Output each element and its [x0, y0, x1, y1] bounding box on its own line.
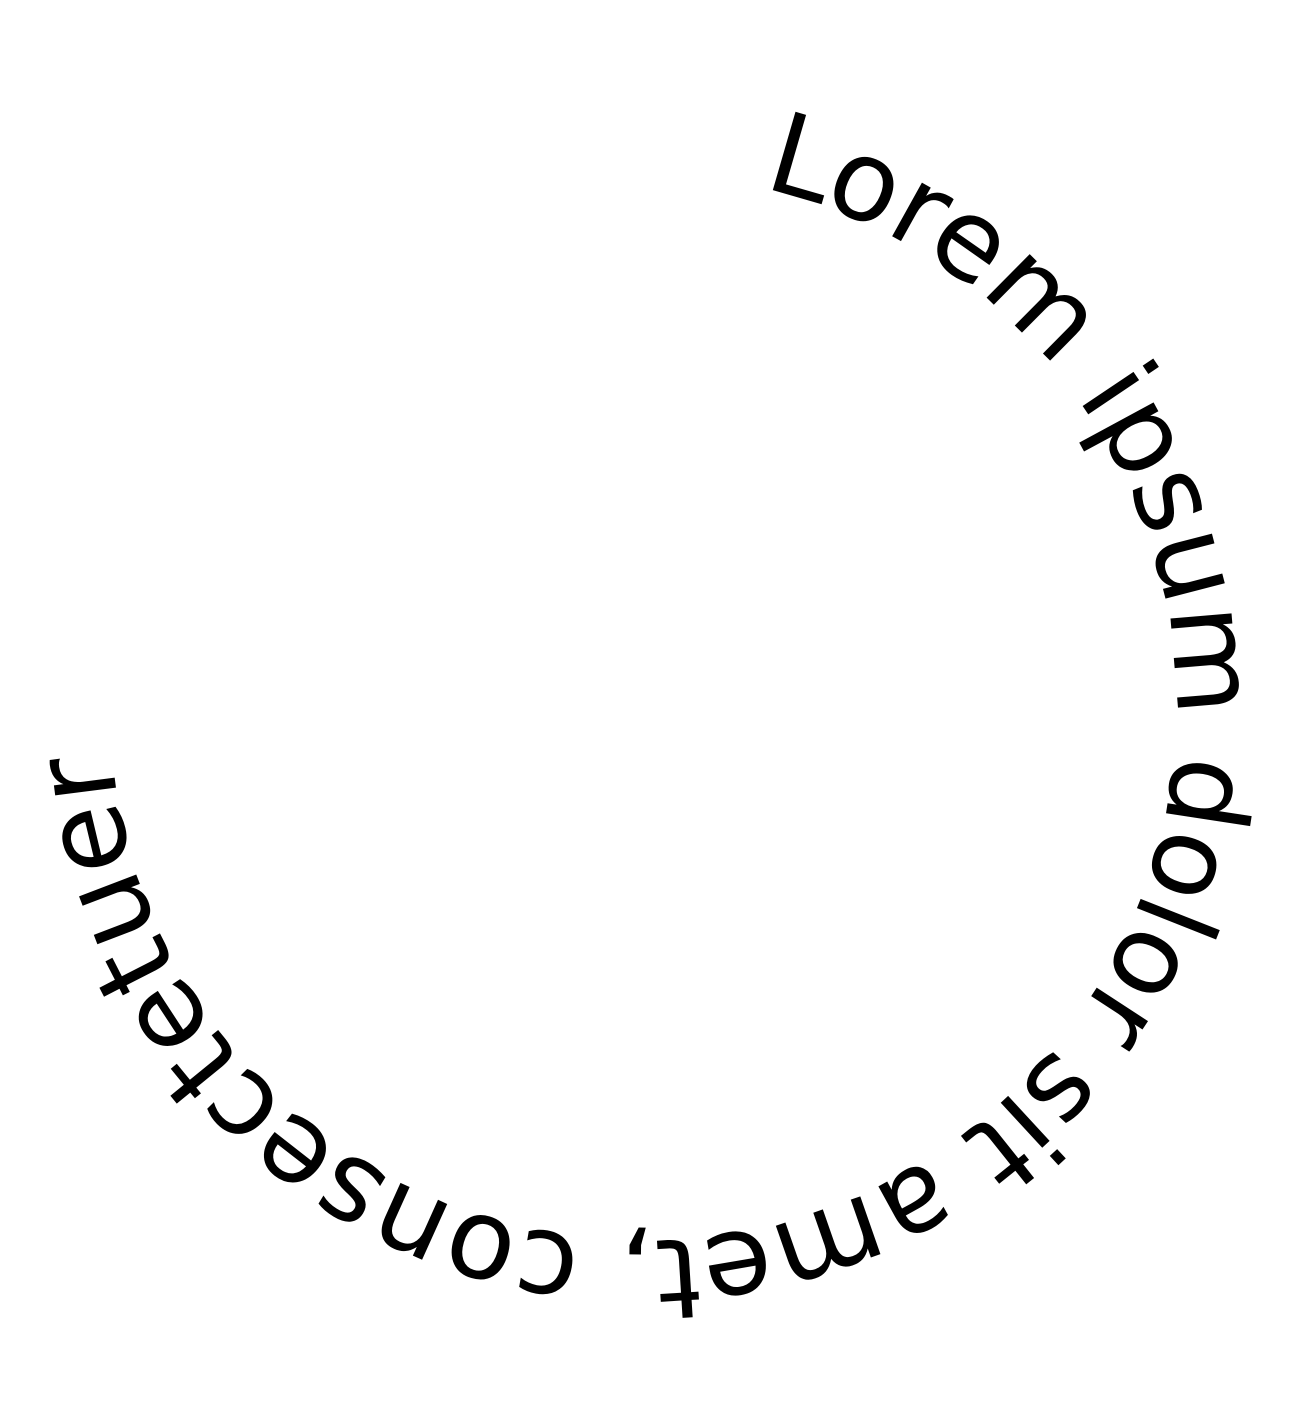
background [0, 0, 1309, 1421]
circular-text-canvas: Lorem ipsum dolor sit amet, consectetuer [0, 0, 1309, 1421]
